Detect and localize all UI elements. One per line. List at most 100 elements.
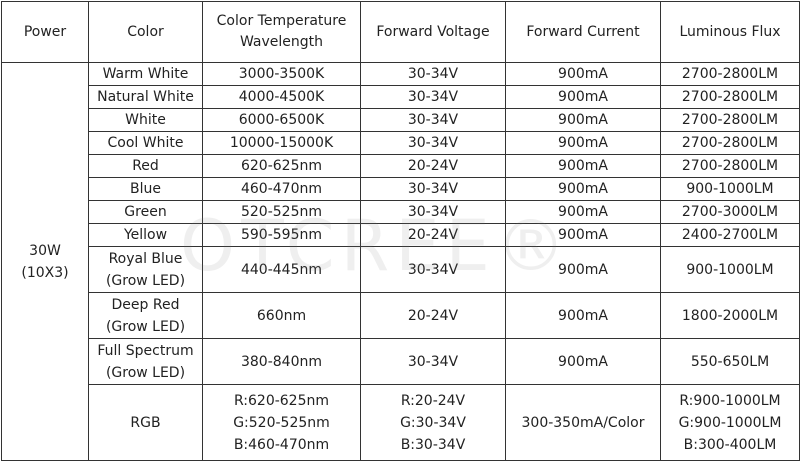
cell-text: 900mA	[558, 135, 608, 151]
cell-text: 900mA	[558, 66, 608, 82]
table-cell: 460-470nm	[202, 177, 361, 201]
cell-text: 20-24V	[407, 158, 459, 174]
cell-text: 900mA	[558, 112, 608, 128]
cell-text: 30-34V	[407, 89, 459, 105]
cell-text: 6000-6500K	[238, 112, 325, 128]
table-cell: 300-350mA/Color	[505, 384, 661, 461]
table-cell: 30-34V	[360, 246, 506, 293]
cell-text: Forward Voltage	[376, 23, 490, 40]
cell-text: R:900-1000LM	[679, 392, 781, 409]
cell-text: Luminous Flux	[679, 23, 781, 40]
table-row: Blue 460-470nm 30-34V 900mA 900-1000LM	[2, 177, 800, 201]
table-cell: Warm White	[88, 62, 203, 86]
cell-text: 20-24V	[407, 307, 459, 324]
table-cell: Deep Red (Grow LED)	[88, 292, 203, 339]
cell-text: 30-34V	[407, 353, 459, 370]
table-row: 30W (10X3) Warm White 3000-3500K 30-34V 900mA…	[1, 62, 800, 461]
table-cell: 6000-6500K	[202, 108, 361, 132]
cell-text: 900mA	[558, 261, 608, 278]
cell-text: 2700-2800LM	[681, 66, 779, 82]
cell-text: 900mA	[558, 181, 608, 197]
table-cell: 900mA	[505, 223, 661, 247]
table-cell: 30-34V	[360, 131, 506, 155]
cell-text: B:30-34V	[400, 436, 466, 453]
table-cell: RGB	[88, 384, 203, 461]
table-cell: 900-1000LM	[660, 177, 800, 201]
table-cell: Yellow	[88, 223, 203, 247]
header-cell: Power	[1, 1, 89, 63]
table-cell: White	[88, 108, 203, 132]
table-cell: 900mA	[505, 85, 661, 109]
cell-text: 900-1000LM	[686, 261, 774, 278]
cell-text: 10000-15000K	[229, 135, 334, 151]
table-cell: 440-445nm	[202, 246, 361, 293]
cell-text: 900mA	[558, 89, 608, 105]
table-cell: 550-650LM	[660, 338, 800, 385]
cell-text: R:620-625nm	[233, 392, 330, 409]
cell-text: 30-34V	[407, 181, 459, 197]
table-cell: Full Spectrum (Grow LED)	[88, 338, 203, 385]
table-cell: 2700-2800LM	[660, 62, 800, 86]
table-cell: 660nm	[202, 292, 361, 339]
cell-text: 460-470nm	[240, 181, 322, 197]
table-cell: 10000-15000K	[202, 131, 361, 155]
table-cell: 2700-2800LM	[660, 131, 800, 155]
cell-text: 900-1000LM	[686, 181, 774, 197]
cell-text: B:300-400LM	[683, 436, 777, 453]
header-cell: Luminous Flux	[660, 1, 800, 63]
table-row: Red 620-625nm 20-24V 900mA 2700-2800LM	[2, 154, 800, 178]
cell-text: Color	[127, 23, 164, 40]
table-row: White 6000-6500K 30-34V 900mA 2700-2800LM	[2, 108, 800, 132]
cell-text: Green	[124, 204, 167, 220]
cell-text: White	[125, 112, 166, 128]
cell-text: 2700-2800LM	[681, 89, 779, 105]
table-cell: R:620-625nm G:520-525nm B:460-470nm	[202, 384, 361, 461]
cell-text: 550-650LM	[690, 353, 770, 370]
cell-text: 30W	[29, 242, 61, 259]
cell-text: 900mA	[558, 307, 608, 324]
table-row: Yellow 590-595nm 20-24V 900mA 2400-2700LM	[2, 223, 800, 247]
table-row: Natural White 4000-4500K 30-34V 900mA 2700-2…	[2, 85, 800, 109]
cell-text: 30-34V	[407, 204, 459, 220]
cell-text: Blue	[130, 181, 161, 197]
table-cell: 900mA	[505, 154, 661, 178]
cell-text: 300-350mA/Color	[521, 414, 645, 431]
table-cell: 900-1000LM	[660, 246, 800, 293]
cell-text: 900mA	[558, 158, 608, 174]
table-cell: 30-34V	[360, 108, 506, 132]
table-cell: 900mA	[505, 292, 661, 339]
table-cell: 30-34V	[360, 62, 506, 86]
cell-text: G:30-34V	[400, 414, 466, 431]
table-cell: Cool White	[88, 131, 203, 155]
cell-text: 3000-3500K	[238, 66, 325, 82]
table-cell: 520-525nm	[202, 200, 361, 224]
cell-text: B:460-470nm	[233, 436, 330, 453]
cell-text: 520-525nm	[240, 204, 322, 220]
table-cell: 30-34V	[360, 338, 506, 385]
table-cell: 2400-2700LM	[660, 223, 800, 247]
cell-text: 2700-3000LM	[681, 204, 779, 220]
table-cell: 900mA	[505, 338, 661, 385]
cell-text: Deep Red	[111, 296, 180, 313]
table-cell: 620-625nm	[202, 154, 361, 178]
cell-text: Royal Blue	[108, 250, 183, 267]
cell-text: (Grow LED)	[105, 272, 186, 289]
table-cell: 2700-2800LM	[660, 108, 800, 132]
cell-text: 30-34V	[407, 135, 459, 151]
header-cell: Forward Current	[505, 1, 661, 63]
cell-text: (Grow LED)	[105, 364, 186, 381]
cell-text: Warm White	[102, 66, 189, 82]
cell-text: 900mA	[558, 204, 608, 220]
table-row: Full Spectrum (Grow LED) 380-840nm 30-34V 90…	[2, 338, 800, 385]
table-cell: 30-34V	[360, 177, 506, 201]
table-cell: 30-34V	[360, 200, 506, 224]
table-cell: 1800-2000LM	[660, 292, 800, 339]
cell-text: 660nm	[256, 307, 307, 324]
cell-text: 900mA	[558, 227, 608, 243]
power-cell: 30W (10X3)	[1, 62, 89, 461]
table-cell: 2700-2800LM	[660, 154, 800, 178]
cell-text: (10X3)	[21, 264, 69, 281]
cell-text: Full Spectrum	[97, 342, 194, 359]
cell-text: Power	[23, 23, 67, 40]
